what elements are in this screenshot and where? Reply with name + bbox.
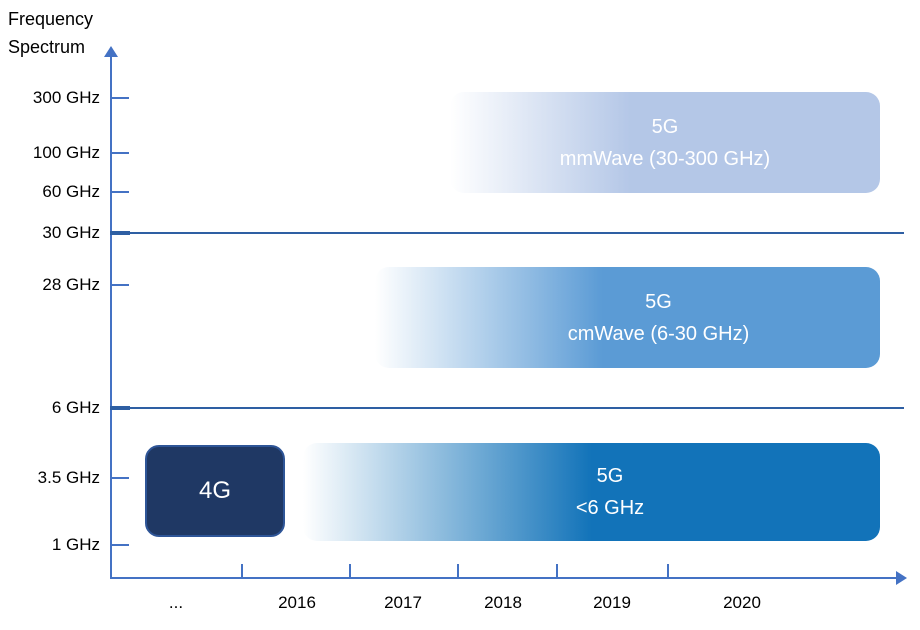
band-5g-cmwave-label-line1: 5G — [645, 290, 672, 313]
gridline-6-ghz — [111, 407, 904, 409]
band-5g-mmwave-label-line2: mmWave (30-300 GHz) — [559, 147, 771, 170]
band-5g-cmwave-label-line2: cmWave (6-30 GHz) — [567, 322, 750, 345]
x-tick-label-2018: 2018 — [484, 593, 522, 612]
y-tick-label-6-ghz: 6 GHz — [51, 398, 100, 417]
band-4g: 4G — [145, 445, 285, 537]
x-axis-arrow-icon — [896, 571, 907, 585]
band-4g-label-line1: 4G — [198, 476, 231, 504]
gridline-30-ghz — [111, 232, 904, 234]
x-tick-mark-1 — [241, 564, 243, 578]
y-tick-label-300-ghz: 300 GHz — [32, 88, 100, 107]
y-tick-label-60-ghz: 60 GHz — [42, 182, 100, 201]
y-tick-label-1-ghz: 1 GHz — [51, 535, 100, 554]
x-tick-label-2020: 2020 — [723, 593, 761, 612]
y-tick-label-30-ghz: 30 GHz — [42, 223, 100, 242]
band-5g-cmwave: 5G cmWave (6-30 GHz) — [375, 267, 880, 368]
y-tick-mark-28-ghz — [111, 284, 129, 286]
band-5g-sub6: 5G <6 GHz — [303, 443, 880, 541]
y-tick-mark-3-5-ghz — [111, 477, 129, 479]
band-5g-mmwave-label-line1: 5G — [651, 115, 679, 138]
y-tick-mark-100-ghz — [111, 152, 129, 154]
y-tick-label-100-ghz: 100 GHz — [32, 143, 100, 162]
x-tick-label-2016: 2016 — [278, 593, 316, 612]
x-tick-label-2017: 2017 — [384, 593, 422, 612]
y-tick-label-3-5-ghz: 3.5 GHz — [37, 468, 100, 487]
y-axis-title: Frequency Spectrum — [8, 5, 93, 61]
y-tick-mark-60-ghz — [111, 191, 129, 193]
x-axis-line — [110, 577, 897, 579]
band-5g-sub6-label-line2: <6 GHz — [575, 497, 645, 519]
x-tick-label-2019: 2019 — [593, 593, 631, 612]
x-tick-mark-3 — [457, 564, 459, 578]
y-tick-label-28-ghz: 28 GHz — [42, 275, 100, 294]
x-tick-label-: ... — [168, 593, 184, 612]
band-5g-sub6-label-line1: 5G — [596, 465, 624, 487]
y-tick-mark-300-ghz — [111, 97, 129, 99]
x-tick-mark-2 — [349, 564, 351, 578]
band-5g-mmwave: 5G mmWave (30-300 GHz) — [450, 92, 880, 193]
y-axis-line — [110, 56, 112, 578]
y-axis-title-line1: Frequency — [8, 9, 94, 29]
x-tick-mark-5 — [667, 564, 669, 578]
y-axis-title-line2: Spectrum — [8, 37, 86, 57]
x-tick-mark-4 — [556, 564, 558, 578]
y-axis-arrow-icon — [104, 46, 118, 57]
y-tick-mark-1-ghz — [111, 544, 129, 546]
